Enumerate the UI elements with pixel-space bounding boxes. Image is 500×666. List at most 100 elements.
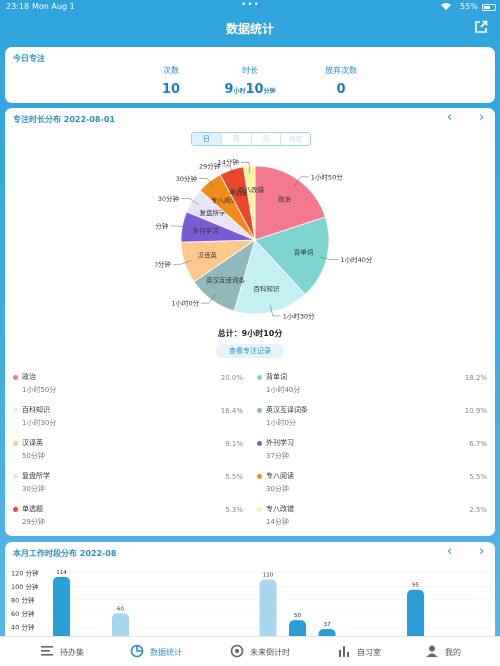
legend-duration: 1小时0分 <box>266 419 296 427</box>
count-label: 次数 <box>163 66 179 75</box>
pie-slice-name-label: 百科知识 <box>253 284 280 293</box>
legend-duration: 1小时30分 <box>22 419 57 427</box>
pie-leader-line <box>293 176 309 187</box>
legend-item: 专八改错 14分钟 2.5% <box>257 504 487 530</box>
bar[interactable] <box>53 576 70 642</box>
countdown-icon <box>230 644 244 658</box>
y-tick-label: 80 分钟 <box>11 595 35 604</box>
tab-label: 我的 <box>445 648 461 657</box>
count-value: 10 <box>161 82 181 97</box>
legend-percent: 10.9% <box>464 407 487 415</box>
view-records-button[interactable]: 查看专注记录 <box>216 344 284 358</box>
legend-duration: 37分钟 <box>266 452 289 460</box>
legend-percent: 9.1% <box>225 440 243 448</box>
next-month-chevron-icon[interactable]: › <box>479 544 485 559</box>
tab-label: 数据统计 <box>150 648 182 657</box>
total-duration: 总计：9小时10分 <box>217 329 283 338</box>
duration-hours: 9 <box>224 82 234 97</box>
tab-label: 自习室 <box>357 648 381 657</box>
pie-leader-line <box>170 225 190 229</box>
bar-value-label: 50 <box>294 613 301 619</box>
pie-slice-value-label: 1小时0分 <box>171 299 199 308</box>
legend-dot <box>13 408 18 413</box>
legend-name: 专八阅读 <box>266 472 294 480</box>
distribution-card: 专注时长分布 2022-08-01 ‹ › 日 周 月 自定 政治 1小时50分背… <box>5 108 495 536</box>
pie-leader-line <box>172 260 192 265</box>
legend-duration: 50分钟 <box>22 452 45 460</box>
legend-name: 复盘所学 <box>22 472 50 480</box>
legend-duration: 30分钟 <box>22 485 45 493</box>
legend-dot <box>13 441 18 446</box>
share-icon[interactable] <box>474 19 490 35</box>
pie-slice-value-label: 1小时30分 <box>283 311 315 320</box>
legend-percent: 18.2% <box>464 374 487 382</box>
nav-bar: 数据统计 <box>0 14 500 44</box>
pie-leader-line <box>269 304 281 317</box>
bar-value-label: 110 <box>263 573 274 579</box>
legend-dot <box>257 441 262 446</box>
pie-slice-value-label: 37分钟 <box>155 222 169 231</box>
status-date: Mon Aug 1 <box>32 2 75 11</box>
bar-value-label: 114 <box>56 570 67 576</box>
legend-dot <box>13 474 18 479</box>
prev-month-chevron-icon[interactable]: ‹ <box>447 544 453 559</box>
count-stat: 次数 10 <box>136 65 206 97</box>
legend-name: 百科知识 <box>22 406 50 414</box>
segment-day[interactable]: 日 <box>192 133 222 145</box>
pie-leader-line <box>319 256 339 260</box>
segment-week[interactable]: 周 <box>222 133 252 145</box>
wifi-icon <box>440 2 452 13</box>
pie-slice-name-label: 复盘所学 <box>199 208 226 217</box>
segment-custom[interactable]: 自定 <box>288 135 303 143</box>
pie-slice-value-label: 29分钟 <box>199 162 221 171</box>
duration-label: 时长 <box>242 66 258 75</box>
pie-slice-name-label: 汉译英 <box>197 251 217 260</box>
pie-slice-value-label: 30分钟 <box>176 174 198 183</box>
bar[interactable] <box>259 579 277 642</box>
legend-percent: 5.5% <box>225 473 243 481</box>
tab-label: 待办集 <box>60 648 84 657</box>
legend-name: 单选题 <box>22 505 43 513</box>
legend-item: 汉译英 50分钟 9.1% <box>13 438 243 464</box>
next-day-chevron-icon[interactable]: › <box>479 110 485 125</box>
duration-value: 9小时10分钟 <box>215 82 285 97</box>
legend-dot <box>257 375 262 380</box>
legend-percent: 5.3% <box>225 506 243 514</box>
today-focus-title: 今日专注 <box>13 54 45 63</box>
status-time: 23:18 <box>6 2 30 11</box>
prev-day-chevron-icon[interactable]: ‹ <box>447 110 453 125</box>
month-distribution-card: 本月工作时段分布 2022-08 ‹ › 120 分钟 100 分钟 80 分钟 60… <box>5 542 495 642</box>
bar-value-label: 95 <box>412 583 419 589</box>
legend-percent: 5.5% <box>469 473 487 481</box>
bar[interactable] <box>112 613 129 642</box>
legend-dot <box>257 474 262 479</box>
legend-name: 政治 <box>22 373 36 381</box>
legend-dot <box>13 375 18 380</box>
pie-slice-name-label: 单选题 <box>229 187 249 196</box>
today-focus-card: 今日专注 次数 10 时长 9小时10分钟 放弃次数 0 <box>5 47 495 103</box>
duration-minutes-unit: 分钟 <box>263 88 276 95</box>
pie-leader-line <box>199 178 215 188</box>
legend-duration: 30分钟 <box>266 485 289 493</box>
period-segmented-control: 日 周 月 自定 <box>191 132 311 146</box>
legend-item: 百科知识 1小时30分 16.4% <box>13 405 243 431</box>
segment-month[interactable]: 月 <box>252 133 282 145</box>
legend-name: 英汉互译词条 <box>266 406 308 414</box>
legend-item: 外刊学习 37分钟 6.7% <box>257 438 487 464</box>
duration-stat: 时长 9小时10分钟 <box>215 65 285 97</box>
pie-leader-line <box>201 293 217 304</box>
legend-percent: 20.0% <box>220 374 243 382</box>
pie-slice-value-label: 50分钟 <box>155 260 171 269</box>
bar[interactable] <box>407 589 424 642</box>
pie-slice-name-label: 英汉互译词条 <box>206 276 246 285</box>
y-tick-label: 100 分钟 <box>11 582 39 591</box>
pie-slice-value-label: 14分钟 <box>218 158 240 167</box>
legend-duration: 1小时50分 <box>22 386 57 394</box>
abandon-label: 放弃次数 <box>325 66 357 75</box>
legend-name: 外刊学习 <box>266 439 294 447</box>
multitask-dots-icon[interactable]: ••• <box>241 0 260 10</box>
legend-duration: 29分钟 <box>22 518 45 526</box>
legend-dot <box>13 507 18 512</box>
